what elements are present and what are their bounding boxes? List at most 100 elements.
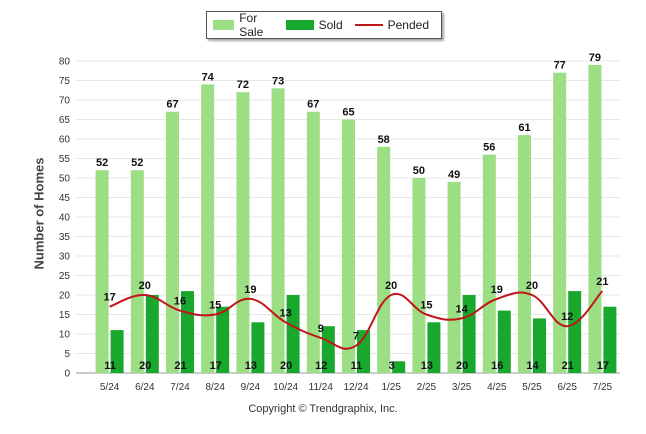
- for-sale-bar: [236, 92, 250, 373]
- y-tick-label: 30: [59, 252, 71, 263]
- sold-value-label: 3: [389, 360, 395, 372]
- y-tick-label: 45: [59, 193, 71, 204]
- legend-label-pended: Pended: [387, 18, 429, 32]
- sold-value-label: 13: [421, 360, 433, 372]
- for-sale-value-label: 52: [131, 157, 143, 169]
- for-sale-value-label: 56: [483, 142, 495, 154]
- sold-bar: [321, 326, 335, 373]
- y-tick-label: 15: [59, 310, 71, 321]
- bar-marks: [95, 64, 617, 374]
- x-tick-label: 4/25: [487, 382, 507, 393]
- for-sale-bar: [447, 181, 461, 373]
- for-sale-value-label: 79: [589, 52, 601, 64]
- pended-value-label: 17: [103, 292, 115, 304]
- for-sale-bar: [271, 88, 285, 374]
- y-tick-label: 5: [64, 349, 70, 360]
- for-sale-bar: [377, 146, 391, 373]
- sold-bar: [533, 318, 546, 373]
- for-sale-value-label: 72: [237, 79, 249, 91]
- pended-series-line: [109, 290, 604, 350]
- data-labels: 52 11 52 20 67 21 74 17 72 13 73 20 67 12 65 11 58 3 50 13 4…: [96, 52, 609, 372]
- for-sale-bar: [553, 72, 567, 373]
- sold-value-label: 14: [526, 360, 539, 372]
- x-tick-label: 5/24: [100, 382, 120, 393]
- sold-bar: [251, 322, 265, 373]
- sold-bar: [427, 322, 441, 373]
- sold-bar: [145, 295, 159, 373]
- copyright-footer: Copyright © Trendgraphix, Inc.: [248, 403, 398, 415]
- pended-value-label: 20: [385, 280, 397, 292]
- for-sale-value-label: 61: [518, 122, 530, 134]
- for-sale-value-label: 67: [307, 99, 319, 111]
- x-tick-label: 7/25: [593, 382, 613, 393]
- x-tick-label: 6/24: [135, 382, 155, 393]
- sold-swatch: [285, 20, 314, 30]
- for-sale-value-label: 58: [378, 134, 390, 146]
- legend-label-for-sale: For Sale: [239, 11, 264, 39]
- sold-value-label: 11: [351, 360, 363, 372]
- x-tick-label: 2/25: [417, 382, 437, 393]
- sold-value-label: 16: [491, 360, 503, 372]
- legend-item-sold[interactable]: Sold: [285, 18, 343, 32]
- sold-bar: [216, 306, 230, 373]
- x-tick-label: 5/25: [522, 382, 542, 393]
- x-tick-label: 1/25: [381, 382, 401, 393]
- for-sale-bar: [166, 111, 179, 373]
- pended-value-label: 16: [174, 296, 186, 308]
- for-sale-bar: [588, 64, 602, 374]
- for-sale-value-label: 73: [272, 75, 284, 87]
- x-tick-label: 10/24: [273, 382, 298, 393]
- pended-value-label: 9: [318, 323, 324, 335]
- sold-value-label: 21: [174, 360, 186, 372]
- y-tick-label: 75: [59, 76, 71, 87]
- for-sale-value-label: 65: [342, 107, 354, 119]
- sold-bar: [392, 361, 406, 373]
- legend-label-sold: Sold: [318, 18, 343, 32]
- for-sale-bar: [482, 154, 496, 373]
- for-sale-value-label: 74: [202, 71, 215, 83]
- y-tick-label: 10: [59, 330, 71, 341]
- y-tick-label: 55: [59, 154, 71, 165]
- sold-value-label: 12: [315, 360, 327, 372]
- x-tick-label: 6/25: [557, 382, 577, 393]
- y-tick-label: 80: [59, 57, 71, 68]
- x-tick-label: 9/24: [241, 382, 261, 393]
- for-sale-bar: [95, 170, 109, 373]
- for-sale-bar: [412, 178, 426, 373]
- pended-value-label: 20: [139, 280, 151, 292]
- y-tick-label: 20: [59, 291, 71, 302]
- x-axis-ticks: 5/24 6/24 7/24 8/24 9/24 10/24 11/24 12/24 1/25 2…: [100, 382, 613, 393]
- legend: For Sale Sold Pended: [206, 11, 442, 39]
- y-tick-label: 25: [59, 271, 71, 282]
- sold-value-label: 20: [280, 360, 292, 372]
- sold-bar: [110, 330, 124, 373]
- pended-value-label: 15: [420, 300, 432, 312]
- y-tick-label: 70: [59, 96, 71, 107]
- sold-value-label: 11: [104, 360, 116, 372]
- for-sale-value-label: 77: [554, 60, 566, 72]
- for-sale-bar: [342, 119, 355, 373]
- pended-value-label: 13: [279, 307, 291, 319]
- pended-value-label: 21: [596, 276, 608, 288]
- x-tick-label: 8/24: [205, 382, 225, 393]
- x-tick-label: 3/25: [452, 382, 472, 393]
- sold-bar: [603, 306, 617, 373]
- y-axis-ticks: 0 5 10 15 20 25 30 35 40 45 50 55 60 65 70 75 80: [59, 57, 71, 380]
- for-sale-value-label: 49: [448, 169, 460, 181]
- sold-value-label: 13: [245, 360, 257, 372]
- pended-value-label: 19: [491, 284, 503, 296]
- for-sale-bar: [130, 170, 144, 373]
- x-tick-label: 7/24: [170, 382, 190, 393]
- y-tick-label: 0: [64, 369, 70, 380]
- y-axis-label: Number of Homes: [31, 157, 47, 270]
- for-sale-swatch: [213, 20, 235, 30]
- y-tick-label: 65: [59, 115, 71, 126]
- legend-item-for-sale[interactable]: For Sale: [213, 11, 274, 39]
- for-sale-value-label: 52: [96, 157, 108, 169]
- sold-bar: [568, 291, 582, 373]
- pended-value-label: 15: [209, 300, 221, 312]
- y-tick-label: 40: [59, 213, 71, 224]
- sold-value-label: 17: [597, 360, 609, 372]
- legend-item-pended[interactable]: Pended: [354, 18, 429, 32]
